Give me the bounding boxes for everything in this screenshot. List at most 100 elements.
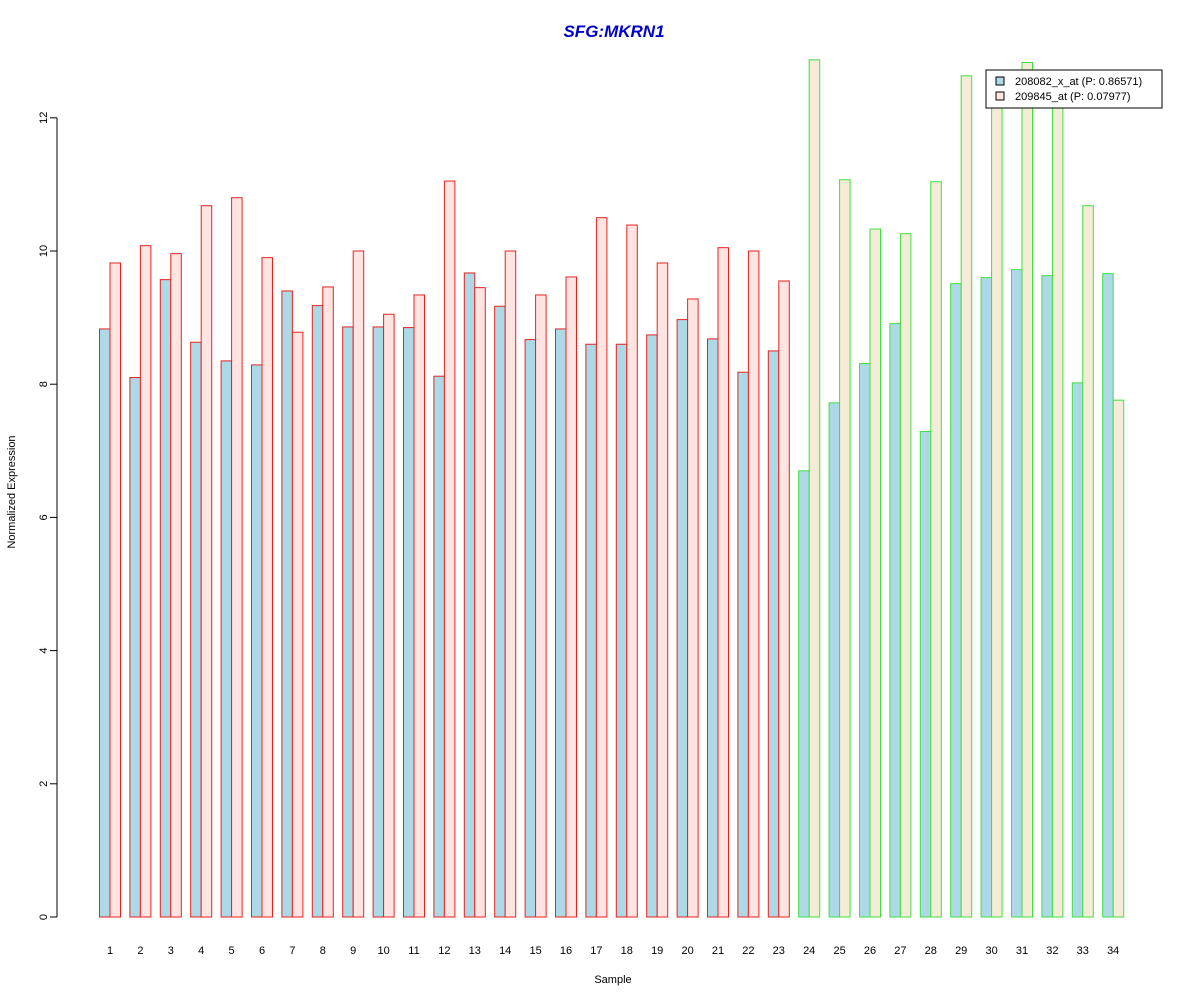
- bar-208082: [129, 377, 141, 918]
- x-tick-label: 20: [681, 945, 693, 957]
- bar-208082: [1011, 269, 1023, 918]
- bar-208082: [1071, 382, 1084, 918]
- bar-209845: [291, 331, 304, 918]
- bar-208082: [676, 319, 689, 918]
- x-tick-label: 26: [864, 945, 876, 957]
- x-tick-label: 22: [742, 945, 754, 957]
- x-tick-label: 25: [833, 945, 845, 957]
- x-tick-label: 17: [590, 945, 602, 957]
- legend-swatch: [995, 76, 1005, 86]
- bar-208082: [372, 326, 385, 918]
- bar-209845: [595, 217, 608, 918]
- bar-208082: [190, 341, 202, 918]
- x-tick-label: 21: [712, 945, 724, 957]
- bar-208082: [828, 402, 841, 918]
- x-tick-label: 5: [229, 945, 235, 957]
- bar-208082: [919, 430, 932, 918]
- bar-209845: [991, 103, 1003, 918]
- y-tick-label: 6: [38, 514, 50, 520]
- y-tick-label: 0: [38, 914, 50, 920]
- x-tick-label: 27: [894, 945, 906, 957]
- bar-209845: [383, 313, 395, 918]
- bar-209845: [565, 276, 577, 918]
- x-tick-label: 6: [259, 945, 265, 957]
- bar-208082: [99, 328, 111, 918]
- bar-209845: [200, 205, 213, 918]
- x-tick-label: 7: [289, 945, 295, 957]
- legend-entry: 208082_x_at (P: 0.86571): [1015, 76, 1142, 88]
- x-axis-label: Sample: [594, 974, 631, 986]
- y-tick-label: 12: [38, 112, 50, 124]
- bar-209845: [504, 250, 517, 918]
- x-tick-label: 18: [621, 945, 633, 957]
- x-tick-label: 32: [1046, 945, 1058, 957]
- y-tick-label: 2: [38, 781, 50, 787]
- x-tick-label: 34: [1107, 945, 1119, 957]
- x-tick-labels: 1 2 3 4 5 6 7 8 9 10 11 12 13 14 15 16 17 18 19 20 21 22 23 24 2…: [107, 945, 1119, 957]
- bar-209845: [352, 250, 365, 918]
- bar-208082: [494, 305, 506, 918]
- x-tick-label: 15: [529, 945, 541, 957]
- y-axis: 0 2 4 6 8 10 12: [38, 112, 58, 920]
- legend: 208082_x_at (P: 0.86571) 209845_at (P: 0.…: [985, 69, 1163, 109]
- bar-208082: [767, 350, 780, 918]
- x-tick-label: 23: [773, 945, 785, 957]
- bar-208082: [585, 343, 597, 918]
- bar-209845: [322, 286, 334, 918]
- x-tick-label: 11: [408, 945, 419, 957]
- bar-209845: [930, 181, 942, 918]
- bar-209845: [839, 179, 851, 918]
- x-tick-label: 1: [107, 945, 113, 957]
- bar-209845: [170, 253, 182, 918]
- bar-208082: [159, 279, 172, 918]
- legend-swatch: [995, 91, 1005, 101]
- bar-208082: [646, 334, 658, 918]
- bar-208082: [403, 327, 415, 918]
- bar-209845: [535, 294, 547, 918]
- chart-title: SFG:MKRN1: [563, 22, 664, 41]
- bar-208082: [524, 339, 537, 918]
- bar-208082: [950, 283, 962, 918]
- x-tick-label: 33: [1077, 945, 1089, 957]
- x-tick-label: 31: [1016, 945, 1028, 957]
- bar-209845: [717, 247, 729, 918]
- x-tick-label: 19: [651, 945, 663, 957]
- x-tick-label: 14: [499, 945, 511, 957]
- y-tick-label: 8: [38, 381, 50, 387]
- y-tick-label: 4: [38, 648, 50, 654]
- x-tick-label: 12: [438, 945, 450, 957]
- bar-209845: [960, 75, 973, 918]
- bar-208082: [463, 272, 476, 918]
- bar-209845: [109, 262, 121, 918]
- bar-209845: [656, 262, 669, 918]
- bar-208082: [737, 371, 749, 918]
- bar-208082: [1041, 275, 1053, 918]
- bar-209845: [626, 224, 638, 918]
- y-axis-label: Normalized Expression: [6, 435, 18, 548]
- bar-208082: [433, 375, 445, 918]
- y-tick-label: 10: [38, 245, 50, 257]
- bar-208082: [555, 328, 567, 918]
- x-tick-label: 30: [985, 945, 997, 957]
- bar-209845: [687, 298, 699, 918]
- bar-208082: [281, 290, 293, 918]
- bar-209845: [778, 280, 790, 918]
- bar-209845: [413, 294, 425, 918]
- bar-208082: [707, 338, 719, 918]
- x-tick-label: 10: [377, 945, 389, 957]
- x-tick-label: 9: [350, 945, 356, 957]
- bar-208082: [859, 363, 871, 918]
- bar-209845: [1021, 62, 1033, 918]
- x-tick-label: 13: [469, 945, 481, 957]
- bar-209845: [899, 233, 912, 918]
- bar-208082: [980, 277, 993, 918]
- bar-208082: [798, 470, 810, 918]
- bar-209845: [1082, 205, 1094, 918]
- bar-209845: [808, 59, 821, 918]
- bar-209845: [1051, 103, 1064, 918]
- bar-209845: [747, 250, 760, 918]
- bar-208082: [342, 326, 354, 918]
- bar-209845: [474, 287, 486, 918]
- bar-209845: [443, 180, 456, 918]
